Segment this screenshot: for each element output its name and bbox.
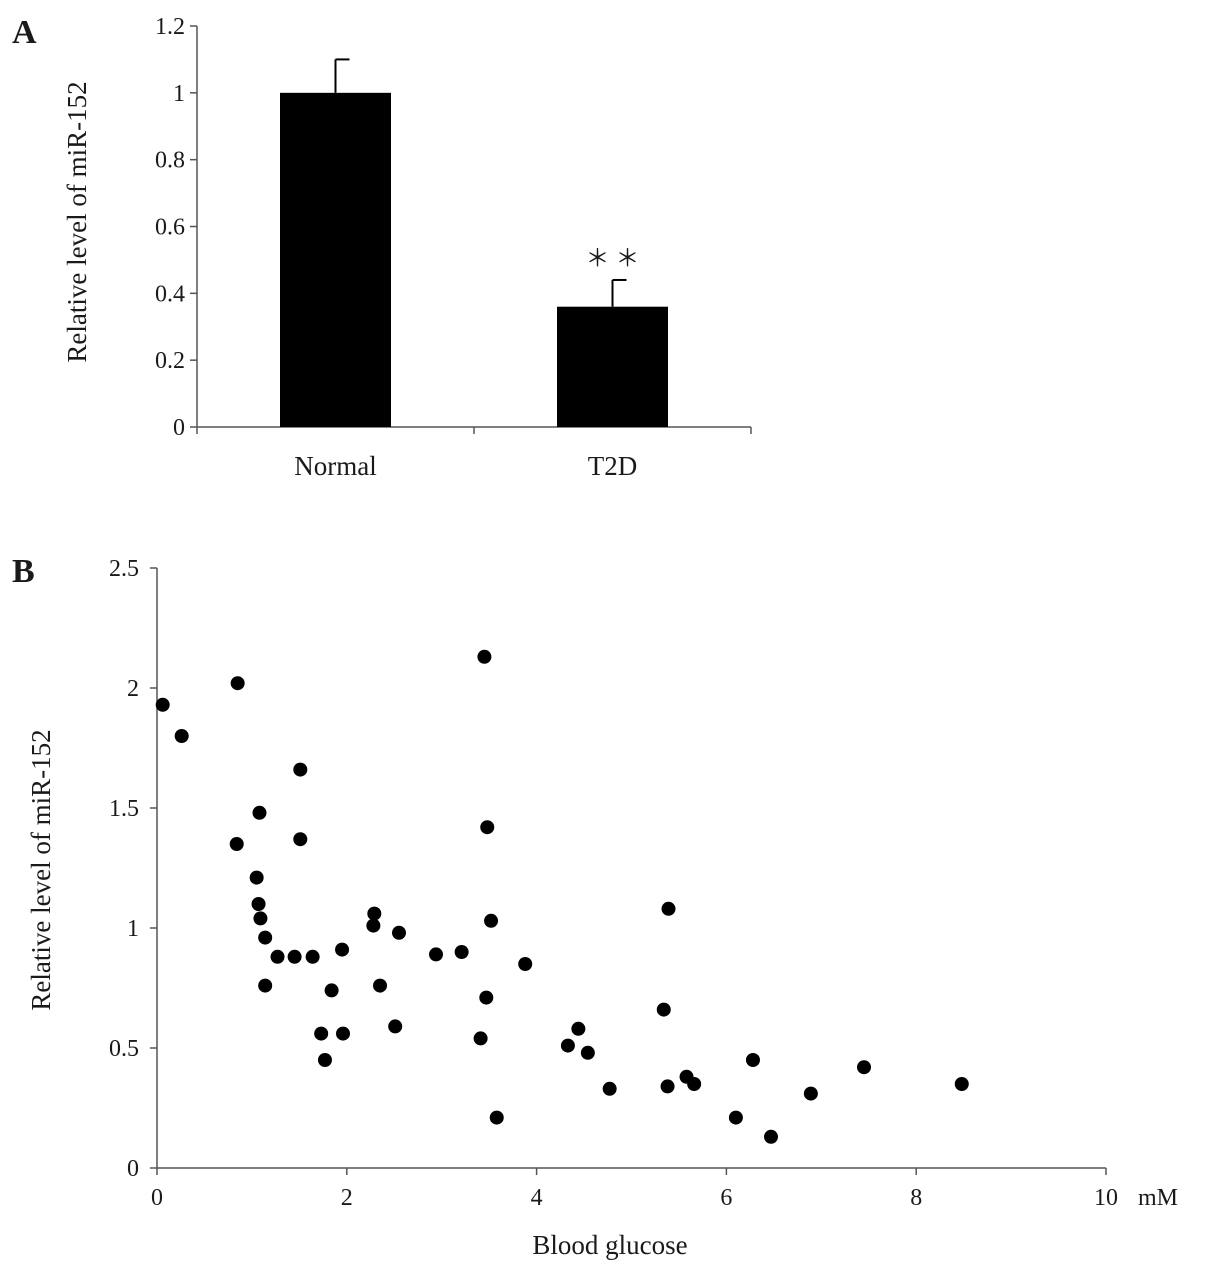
panel-b-x-tick-label: 6	[720, 1185, 732, 1211]
panel-a-y-axis-title: Relative level of miR-152	[62, 81, 92, 362]
scatter-point	[661, 901, 676, 916]
panel-b-x-tick-label: 4	[531, 1185, 543, 1211]
scatter-point	[580, 1045, 595, 1060]
panel-b-y-tick-label: 1.5	[109, 796, 139, 822]
panel-b-scatter-chart: B Relative level of miR-152 Blood glucos…	[12, 553, 1178, 1260]
scatter-point	[660, 1079, 675, 1094]
scatter-point	[335, 942, 350, 957]
scatter-point	[489, 1110, 504, 1125]
scatter-point	[287, 949, 302, 964]
panel-label-a: A	[12, 14, 37, 51]
scatter-point	[373, 978, 388, 993]
scatter-point	[314, 1026, 329, 1041]
scatter-point	[251, 897, 266, 911]
bar-normal	[280, 92, 391, 427]
scatter-point	[803, 1086, 818, 1101]
scatter-point	[728, 1110, 743, 1125]
scatter-point	[391, 925, 406, 940]
panel-label-b: B	[12, 553, 35, 590]
scatter-point	[253, 911, 268, 926]
panel-a-y-tick-label: 0.2	[155, 348, 185, 374]
scatter-point	[429, 947, 444, 962]
scatter-point	[479, 990, 494, 1005]
scatter-point	[571, 1021, 586, 1036]
scatter-point	[270, 949, 285, 964]
scatter-point	[317, 1053, 332, 1067]
panel-a-y-tick-label: 1	[173, 81, 185, 107]
panel-b-y-axis-title: Relative level of miR-152	[26, 729, 56, 1010]
scatter-point	[367, 906, 382, 921]
scatter-point	[477, 649, 492, 664]
panel-b-x-tick-label: 0	[151, 1185, 163, 1211]
scatter-point	[258, 930, 273, 945]
scatter-point	[293, 832, 308, 847]
scatter-point	[484, 913, 499, 928]
panel-b-y-tick-label: 0	[127, 1156, 139, 1182]
scatter-point	[560, 1038, 575, 1053]
scatter-point	[249, 870, 264, 885]
panel-a-y-tick-label: 0.8	[155, 148, 185, 174]
panel-b-x-unit: mM	[1138, 1185, 1178, 1211]
scatter-point	[745, 1053, 760, 1067]
panel-b-x-tick-label: 8	[910, 1185, 922, 1211]
scatter-point	[518, 957, 533, 971]
scatter-point	[388, 1019, 403, 1034]
panel-a-y-tick-label: 0	[173, 415, 185, 441]
scatter-point	[230, 676, 245, 691]
panel-b-x-tick-label: 2	[341, 1185, 353, 1211]
panel-b-y-tick-label: 2	[127, 676, 139, 702]
panel-a-plot-area: 0 0.2 0.4 0.6 0.8 1 1.2 Normal T2D ＊ ＊	[155, 14, 752, 481]
panel-b-x-tick-label: 10	[1094, 1185, 1118, 1211]
panel-b-plot-area: 0 0.5 1 1.5 2 2.5 0 2 4 6 8 10	[109, 556, 1118, 1211]
scatter-point	[305, 949, 320, 964]
panel-a-bar-chart: A Relative level of miR-152 0 0.2 0.4 0.6 0.…	[12, 14, 752, 481]
scatter-point	[174, 729, 189, 743]
scatter-point	[252, 805, 267, 820]
scatter-point	[324, 983, 339, 998]
panel-b-y-tick-label: 0.5	[109, 1036, 139, 1062]
scatter-point	[258, 978, 273, 993]
scatter-point	[454, 945, 469, 959]
category-label-normal: Normal	[294, 451, 376, 481]
scatter-point	[229, 837, 244, 851]
bar-t2d	[557, 306, 668, 427]
scatter-point	[480, 820, 495, 835]
scatter-point	[602, 1081, 617, 1096]
scatter-point	[155, 697, 170, 712]
scatter-point	[954, 1077, 969, 1091]
panel-b-y-tick-label: 2.5	[109, 556, 139, 582]
significance-marker: ＊ ＊	[586, 246, 640, 272]
scatter-point	[687, 1077, 702, 1091]
scatter-point	[473, 1031, 488, 1046]
panel-b-x-axis-title: Blood glucose	[532, 1230, 687, 1260]
panel-b-y-tick-label: 1	[127, 916, 139, 942]
category-label-t2d: T2D	[588, 451, 638, 481]
scatter-point	[293, 762, 308, 777]
scatter-point	[366, 918, 381, 933]
panel-a-y-tick-label: 0.6	[155, 215, 185, 241]
scatter-point	[857, 1060, 872, 1075]
panel-a-y-tick-label: 0.4	[155, 281, 185, 307]
scatter-point	[764, 1129, 779, 1144]
scatter-point	[656, 1002, 671, 1017]
scatter-point	[336, 1026, 351, 1041]
panel-a-y-tick-label: 1.2	[155, 14, 185, 40]
